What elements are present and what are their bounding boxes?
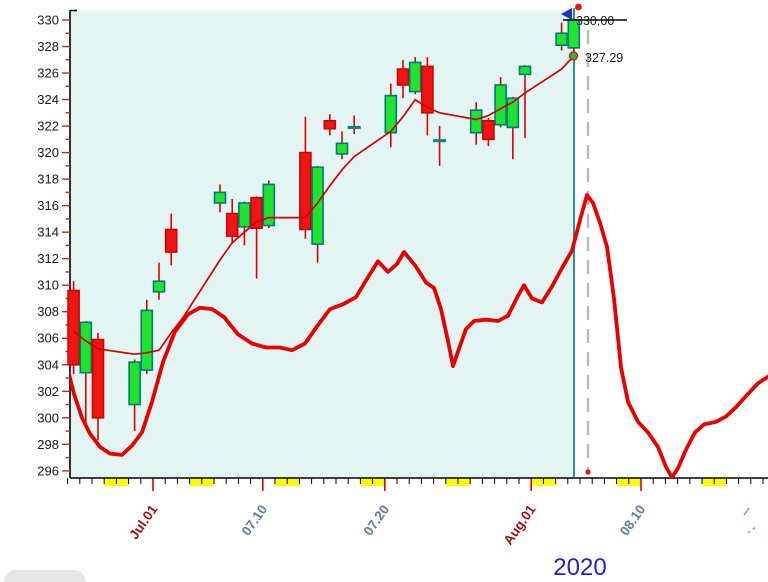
candlestick-07.22[interactable]	[408, 57, 422, 95]
candle-body	[494, 84, 507, 126]
y-axis-price-label: 296	[37, 463, 59, 478]
candle-body	[421, 65, 434, 114]
candle-body	[164, 228, 178, 253]
candle-body	[506, 97, 520, 129]
candlestick-07.10[interactable]	[262, 180, 276, 229]
candle-body	[213, 191, 227, 204]
candle-body	[152, 280, 166, 293]
candlestick-07.16[interactable]	[335, 131, 349, 160]
candle-body	[91, 338, 105, 419]
doji-bar	[433, 139, 447, 143]
candlestick-07.24[interactable]	[433, 126, 447, 166]
candle-body	[408, 61, 422, 93]
candle-body	[238, 202, 251, 228]
candle-body	[79, 321, 93, 374]
candlestick-06.30[interactable]	[140, 299, 154, 375]
candlestick-07.09[interactable]	[250, 196, 263, 279]
y-axis-price-label: 318	[37, 172, 59, 187]
x-axis-date-label: 07.20	[361, 502, 393, 538]
candlestick-07.21[interactable]	[396, 59, 410, 99]
dashed-line-bottom-dot	[585, 469, 591, 475]
y-axis-price-label: 330	[37, 13, 59, 28]
y-axis-price-label: 308	[37, 304, 59, 319]
candlestick-06.26[interactable]	[91, 332, 105, 441]
ma-end-dot	[568, 51, 579, 61]
candlestick-07.29[interactable]	[494, 77, 507, 128]
candle-body	[250, 196, 263, 229]
x-axis-minor-ticks	[67, 478, 764, 484]
stray-mark-blue	[747, 525, 758, 534]
candle-body	[299, 151, 312, 231]
y-axis-price-label: 302	[37, 384, 59, 399]
y-axis-price-label: 310	[37, 278, 59, 293]
x-axis-date-label: Jul.01	[126, 502, 161, 542]
candlestick-07.17[interactable]	[347, 115, 361, 135]
candlestick-07.27[interactable]	[469, 102, 483, 145]
candlestick-06.25[interactable]	[79, 321, 93, 425]
ma-value-label: 327.29	[585, 51, 623, 65]
candlestick-06.24[interactable]	[67, 281, 80, 375]
candle-body	[67, 289, 80, 366]
doji-bar	[347, 125, 361, 129]
candlestick-07.02[interactable]	[164, 213, 178, 266]
moving-average-line	[73, 55, 575, 356]
candlestick-07.15[interactable]	[323, 114, 337, 136]
candlestick-07.13[interactable]	[299, 116, 312, 239]
candlestick-08.03[interactable]	[555, 22, 568, 51]
candlestick-07.01[interactable]	[152, 262, 166, 300]
y-axis-price-label: 324	[37, 92, 59, 107]
y-axis-price-label: 328	[37, 39, 59, 54]
window-corner-artifact	[4, 570, 86, 582]
candlestick-07.08[interactable]	[238, 201, 251, 246]
y-axis-price-label: 298	[37, 437, 59, 452]
candle-body	[335, 142, 349, 155]
x-axis-date-label: Aug.01	[501, 502, 539, 548]
candlestick-06.29[interactable]	[128, 359, 141, 432]
cycle-indicator-line	[70, 193, 768, 478]
candle-body	[482, 119, 495, 141]
candlestick-07.28[interactable]	[482, 118, 495, 146]
candlestick-07.06[interactable]	[213, 184, 227, 213]
candle-body	[469, 109, 483, 134]
candle-body	[555, 32, 568, 46]
candle-body	[262, 183, 276, 227]
candle-body	[384, 94, 398, 134]
candlestick-07.30[interactable]	[506, 96, 520, 160]
y-axis-price-label: 312	[37, 251, 59, 266]
candle-body	[140, 309, 154, 371]
y-axis-price-label: 320	[37, 145, 59, 160]
y-axis-price-label: 314	[37, 225, 59, 240]
candle-body	[396, 68, 410, 86]
year-label: 2020	[553, 554, 606, 581]
high-red-dot	[575, 3, 582, 11]
candlestick-07.07[interactable]	[225, 199, 239, 243]
stray-mark-red	[743, 507, 750, 516]
candlestick-07.23[interactable]	[421, 57, 434, 136]
y-axis-price-label: 306	[37, 331, 59, 346]
x-axis-date-label: 08.10	[617, 502, 649, 538]
candle-body	[311, 166, 324, 245]
y-axis-price-label: 304	[37, 357, 59, 372]
candlestick-07.31[interactable]	[518, 65, 532, 139]
candle-body	[323, 119, 337, 130]
candle-body	[225, 212, 239, 237]
y-axis-price-label: 326	[37, 66, 59, 81]
candlestick-07.14[interactable]	[311, 165, 324, 263]
high-price-label: 330.00	[576, 14, 614, 28]
y-axis-price-label: 300	[37, 410, 59, 425]
y-axis-price-label: 322	[37, 119, 59, 134]
candles-group	[67, 18, 581, 441]
y-axis-price-label: 316	[37, 198, 59, 213]
candlestick-07.20[interactable]	[384, 83, 398, 148]
candle-body	[128, 361, 141, 406]
x-axis-date-label: 07.10	[239, 502, 271, 538]
arrow-left-icon	[561, 8, 572, 20]
candle-body	[518, 65, 532, 76]
